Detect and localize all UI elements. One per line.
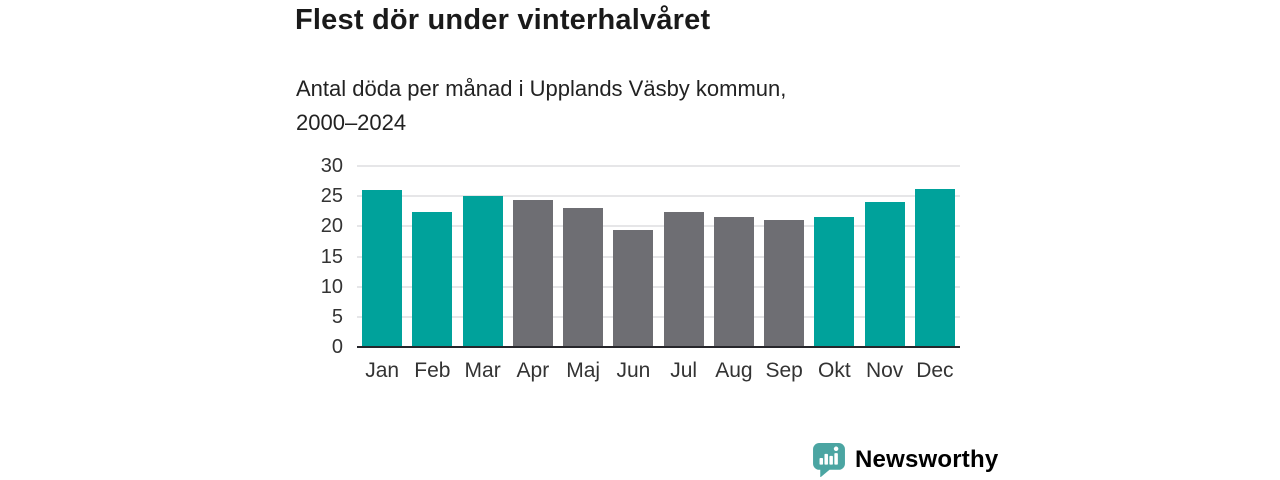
gridline-20 [357, 225, 960, 228]
bar-feb [412, 212, 453, 347]
bar-jul [663, 211, 704, 347]
y-tick-label-15: 15 [320, 245, 343, 268]
bar-apr [512, 199, 553, 347]
bar-mar [462, 195, 503, 347]
chart-bar-glyph [819, 457, 824, 465]
x-tick-label-aug: Aug [715, 359, 753, 382]
y-tick-label-0: 0 [331, 336, 343, 358]
y-tick-label-10: 10 [320, 275, 343, 298]
chart-bar-glyph [824, 453, 828, 465]
bar-jan [362, 189, 403, 347]
exclamation-bar-glyph [834, 453, 838, 465]
newsworthy-logo: Newsworthy [812, 442, 998, 477]
plot-area: 0 5 10 15 20 25 30 Jan Feb Mar Apr Maj Jun Jul Aug Sep O… [321, 155, 960, 382]
x-tick-label-jan: Jan [365, 359, 400, 382]
subtitle-line-2: 2000–2024 [296, 110, 407, 135]
x-axis-line [357, 346, 960, 348]
exclamation-dot-glyph [833, 446, 839, 452]
x-tick-label-mar: Mar [464, 359, 501, 382]
chart-bar-glyph [829, 455, 833, 465]
subtitle-line-1: Antal döda per månad i Upplands Väsby ko… [296, 76, 787, 101]
y-tick-label-25: 25 [320, 185, 343, 208]
newsworthy-logo-icon [813, 443, 845, 477]
gridline-5 [357, 315, 960, 318]
x-tick-label-sep: Sep [765, 359, 803, 382]
bar-jun [613, 229, 654, 347]
y-tick-label-30: 30 [320, 155, 343, 177]
page-title: Flest dör under vinterhalvåret [295, 4, 711, 36]
x-tick-label-feb: Feb [414, 359, 451, 382]
x-tick-label-apr: Apr [516, 359, 550, 382]
bar-okt [814, 216, 855, 347]
y-tick-label-5: 5 [331, 305, 343, 328]
chart-subtitle: Antal döda per månad i Upplands Väsby ko… [296, 72, 786, 140]
speech-bubble-shape [813, 443, 845, 477]
gridline-25 [357, 195, 960, 198]
x-tick-label-nov: Nov [865, 359, 904, 382]
x-tick-label-jun: Jun [616, 359, 651, 382]
gridline-10 [357, 285, 960, 288]
x-tick-label-maj: Maj [566, 359, 601, 382]
newsworthy-logo-text: Newsworthy [855, 445, 999, 473]
bar-aug [713, 217, 754, 347]
x-tick-label-jul: Jul [670, 359, 698, 382]
bar-sep [764, 220, 805, 347]
x-tick-label-okt: Okt [818, 359, 851, 382]
bar-dec [914, 188, 955, 347]
y-tick-label-20: 20 [320, 215, 343, 238]
bar-maj [563, 207, 604, 347]
gridline-15 [357, 255, 960, 258]
bar-nov [864, 201, 905, 347]
x-tick-label-dec: Dec [916, 359, 954, 382]
gridline-30 [357, 165, 960, 167]
